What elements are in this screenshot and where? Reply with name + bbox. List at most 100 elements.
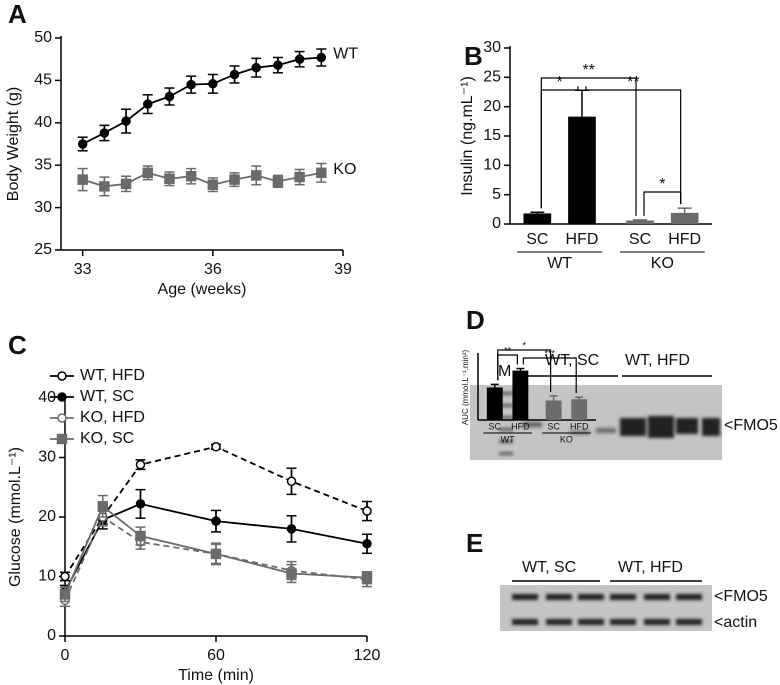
series-line xyxy=(82,56,322,145)
bar xyxy=(523,213,552,224)
y-tick-label: 40 xyxy=(38,389,56,406)
marker xyxy=(60,571,70,582)
significance-bracket xyxy=(522,357,577,394)
significance-label: *** xyxy=(545,348,556,358)
marker xyxy=(294,171,305,183)
marker xyxy=(164,173,175,185)
y-axis-label: Glucose (mmol.L⁻¹) xyxy=(7,447,24,587)
group-label: KO xyxy=(651,255,674,272)
y-tick-label: 0 xyxy=(492,215,501,232)
significance-label: * xyxy=(557,74,563,91)
y-tick-label: 20 xyxy=(38,508,56,525)
x-tick-label: 0 xyxy=(61,647,70,664)
bands xyxy=(522,416,720,438)
x-axis-label: Time (min) xyxy=(178,667,254,684)
panel-letter: E xyxy=(466,528,483,558)
marker xyxy=(251,62,261,73)
x-tick-label: 36 xyxy=(204,261,222,278)
series-label: WT xyxy=(333,46,358,63)
marker xyxy=(362,506,372,516)
lane-label: WT, SC xyxy=(522,559,576,576)
y-tick-label: 0 xyxy=(47,627,56,644)
marker xyxy=(143,99,153,109)
significance-label: * xyxy=(659,176,665,193)
marker xyxy=(57,392,67,402)
y-tick-label: 30 xyxy=(34,199,52,216)
y-axis-label: AUC (mmol.L⁻¹.min²) xyxy=(461,350,470,426)
marker xyxy=(97,501,108,512)
x-tick-label: SC xyxy=(629,231,651,248)
y-tick-label: 35 xyxy=(34,156,52,173)
x-tick-label: HFD xyxy=(511,421,530,431)
marker xyxy=(142,167,154,179)
series-line xyxy=(64,504,368,595)
significance-label: ** xyxy=(582,62,594,79)
legend-label: WT, SC xyxy=(80,388,134,405)
marker xyxy=(77,174,88,185)
y-axis-label: Body Weight (g) xyxy=(5,87,22,201)
marker xyxy=(362,539,372,549)
marker xyxy=(272,176,284,187)
y-tick-label: 25 xyxy=(483,69,501,86)
marker xyxy=(135,459,146,470)
marker xyxy=(120,178,132,190)
x-tick-label: SC xyxy=(547,421,560,431)
x-tick-label: 60 xyxy=(207,647,225,664)
marker xyxy=(210,548,222,560)
marker xyxy=(211,442,221,452)
marker xyxy=(135,499,146,509)
x-tick-label: SC xyxy=(489,421,502,431)
marker xyxy=(99,181,110,192)
bar xyxy=(571,399,588,420)
y-tick-label: 45 xyxy=(34,72,52,89)
marker xyxy=(211,516,221,526)
marker xyxy=(59,589,71,600)
marker xyxy=(361,572,373,583)
y-tick-label: 25 xyxy=(34,241,52,258)
significance-bracket xyxy=(540,77,637,216)
y-tick-label: 10 xyxy=(38,568,56,585)
marker xyxy=(286,476,297,487)
marker xyxy=(56,433,68,445)
marker xyxy=(77,139,88,149)
bar xyxy=(670,212,699,224)
x-axis-label: Age (weeks) xyxy=(158,281,247,298)
marker xyxy=(286,568,297,579)
marker-label: M xyxy=(498,363,511,380)
bar xyxy=(486,387,503,420)
band-label: <actin xyxy=(714,614,757,631)
marker xyxy=(250,170,262,181)
series-line xyxy=(82,171,322,188)
bar xyxy=(626,220,654,224)
marker xyxy=(99,128,110,138)
x-tick-label: SC xyxy=(526,231,548,248)
panel-letter: A xyxy=(8,0,27,29)
series-label: KO xyxy=(333,161,356,178)
legend-label: KO, SC xyxy=(80,430,134,447)
marker xyxy=(164,91,175,102)
y-tick-label: 30 xyxy=(483,39,501,56)
group-label: WT xyxy=(547,255,572,272)
significance-label: ** xyxy=(627,74,639,91)
x-tick-label: HFD xyxy=(570,421,589,431)
x-tick-label: 39 xyxy=(334,261,352,278)
group-label: WT xyxy=(501,434,515,444)
group-label: KO xyxy=(560,434,573,444)
marker xyxy=(286,524,297,534)
marker xyxy=(207,179,219,190)
significance-bracket xyxy=(643,191,682,216)
band-label: <FMO5 xyxy=(724,417,778,434)
lane-label: WT, HFD xyxy=(625,352,690,369)
y-axis-label: Insulin (ng.mL⁻¹) xyxy=(459,76,476,196)
y-tick-label: 10 xyxy=(483,157,501,174)
marker xyxy=(316,52,327,63)
band-label: <FMO5 xyxy=(714,588,768,605)
marker xyxy=(229,174,240,185)
x-tick-label: 33 xyxy=(74,261,92,278)
y-tick-label: 40 xyxy=(34,114,52,131)
marker xyxy=(208,79,218,89)
marker xyxy=(57,413,67,423)
x-tick-label: 120 xyxy=(354,647,381,664)
marker xyxy=(135,530,146,542)
